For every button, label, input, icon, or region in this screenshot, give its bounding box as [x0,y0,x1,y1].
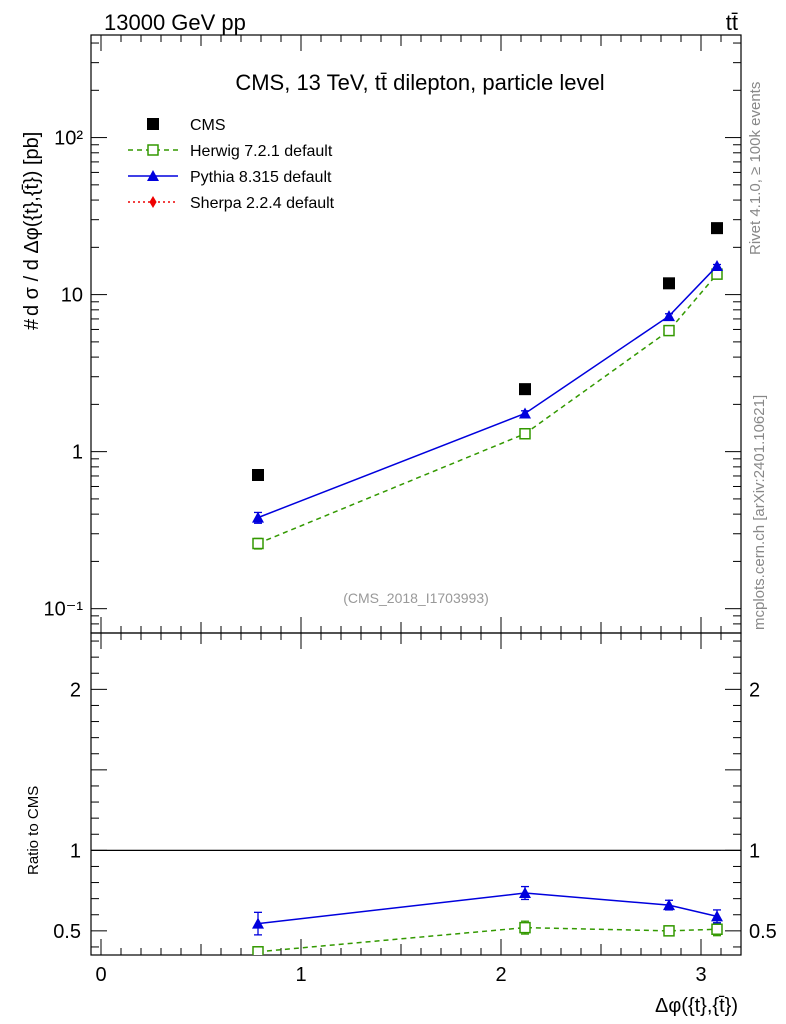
legend-item: Sherpa 2.2.4 default [128,195,335,212]
energy-label: 13000 GeV pp [104,10,246,35]
ratio-y-tick-label: 1 [70,840,81,862]
series-cms [252,222,723,481]
ratio-series-pythia [252,885,723,936]
data-point-square [252,468,264,481]
ratio-plot-frame [90,632,742,956]
data-point-square [519,383,531,396]
data-point-diamond [149,196,157,208]
series-herwig [252,268,723,550]
ratio-line [257,892,718,925]
ratio-line [257,926,718,953]
legend-item: CMS [147,117,226,134]
series-line [257,273,718,545]
y-tick-label: 1 [72,442,83,464]
data-point-open-square [252,537,264,550]
legend: CMS Herwig 7.2.1 default Pythia 8.315 defa… [128,117,335,212]
y-tick-label: 10⁻¹ [44,599,84,621]
main-axis-ticks: 10⁻¹ 1 10 10² [44,35,741,634]
data-point-triangle [663,899,675,911]
data-point-open-square [252,946,264,955]
x-tick-label: 2 [495,964,506,986]
x-tick-label: 3 [695,964,706,986]
ratio-series-group [252,885,723,955]
data-point-square [147,118,159,130]
data-point-triangle [519,407,531,419]
legend-label: Pythia 8.315 default [190,169,332,186]
ratio-y-tick-label-right: 2 [749,679,760,701]
legend-label: Sherpa 2.2.4 default [190,195,335,212]
data-point-open-square [663,925,675,937]
data-point-open-square [663,324,675,337]
data-point-triangle [663,310,675,322]
y-tick-label: 10 [61,285,83,307]
ratio-y-tick-label-right: 0.5 [749,921,777,943]
chart-title: CMS, 13 TeV, tt̄ dilepton, particle leve… [235,70,604,95]
data-point-open-square [147,144,159,156]
legend-label: CMS [190,117,226,134]
series-pythia [252,260,723,524]
legend-item: Pythia 8.315 default [128,169,332,186]
x-tick-label: 0 [95,964,106,986]
data-point-triangle [252,511,264,523]
data-point-open-square [711,923,723,935]
data-point-triangle [252,917,264,929]
source-label: mcplots.cern.ch [arXiv:2401.10621] [751,395,768,630]
x-axis-label: Δφ({t},{t̄}) [655,995,738,1017]
data-point-square [663,277,675,290]
data-point-triangle [711,260,723,272]
main-series-layer [252,222,723,550]
data-point-triangle [711,910,723,922]
legend-label: Herwig 7.2.1 default [190,143,333,160]
ratio-series-herwig [252,920,723,955]
data-point-open-square [519,921,531,934]
ratio-y-tick-label: 2 [70,679,81,701]
ratio-y-tick-label: 0.5 [53,921,81,943]
data-point-triangle [147,170,159,181]
rivet-version-label: Rivet 4.1.0, ≥ 100k events [747,82,764,255]
ratio-y-axis-label: Ratio to CMS [25,786,42,875]
data-point-open-square [519,427,531,440]
main-y-axis-label: # d σ / d Δφ({t},{t̄}) [pb] [21,132,43,330]
legend-item: Herwig 7.2.1 default [128,143,333,160]
ratio-series-layer [252,885,723,955]
process-label: tt̄ [726,10,738,35]
data-point-triangle [519,887,531,899]
data-point-square [711,222,723,235]
y-axis-label-prefix: # [21,318,43,330]
y-tick-label: 10² [54,128,83,150]
ratio-y-tick-label-right: 1 [749,840,760,862]
x-tick-label: 1 [295,964,306,986]
series-line [257,265,718,519]
y-axis-label-text: d σ / d Δφ({t},{t̄}) [pb] [21,132,43,316]
ratio-axis-ticks: 0.5 0.5 1 1 2 2 0 1 2 3 [53,633,777,986]
analysis-watermark: (CMS_2018_I1703993) [343,590,489,606]
